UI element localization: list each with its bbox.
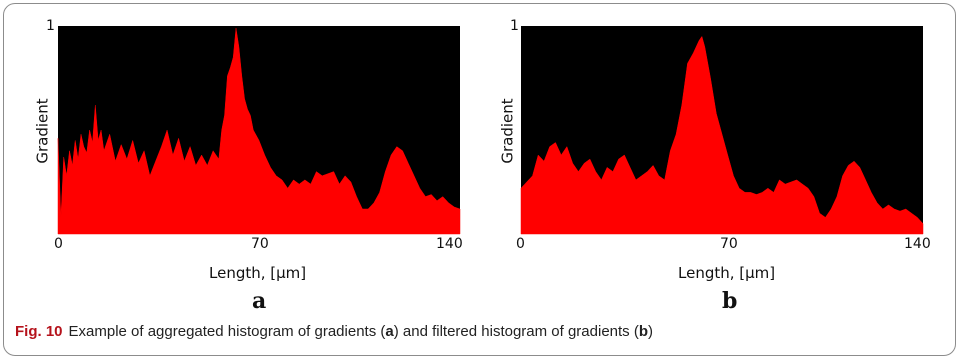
caption-text-3: )	[648, 323, 654, 340]
chart-a-xtick-70: 70	[251, 236, 269, 252]
caption-text-2: ) and filtered histogram of gradients (	[393, 323, 639, 340]
chart-b-area	[520, 35, 924, 235]
chart-b-xlabel: Length, [µm]	[678, 264, 776, 282]
chart-b-ylabel: Gradient	[498, 98, 517, 164]
panel-label-b: b	[722, 288, 738, 314]
chart-a-svg	[57, 26, 461, 235]
figure-frame	[3, 3, 956, 356]
chart-b-svg	[520, 26, 924, 235]
chart-a-ytick-1: 1	[46, 18, 55, 34]
figure-caption: Fig. 10 Example of aggregated histogram o…	[15, 323, 653, 340]
panel-label-a: a	[252, 288, 267, 314]
chart-b-xtick-140: 140	[904, 236, 931, 252]
figure-number: Fig. 10	[15, 323, 63, 340]
chart-a-xtick-140: 140	[436, 236, 463, 252]
chart-b-ytick-1: 1	[510, 18, 519, 34]
caption-ref-a: a	[385, 323, 394, 340]
chart-a-xlabel: Length, [µm]	[209, 264, 307, 282]
chart-a-xtick-0: 0	[54, 236, 63, 252]
caption-text-1: Example of aggregated histogram of gradi…	[68, 323, 386, 340]
chart-b-xtick-0: 0	[516, 236, 525, 252]
chart-b-xtick-70: 70	[720, 236, 738, 252]
chart-a-area	[57, 28, 461, 235]
caption-ref-b: b	[638, 323, 649, 340]
